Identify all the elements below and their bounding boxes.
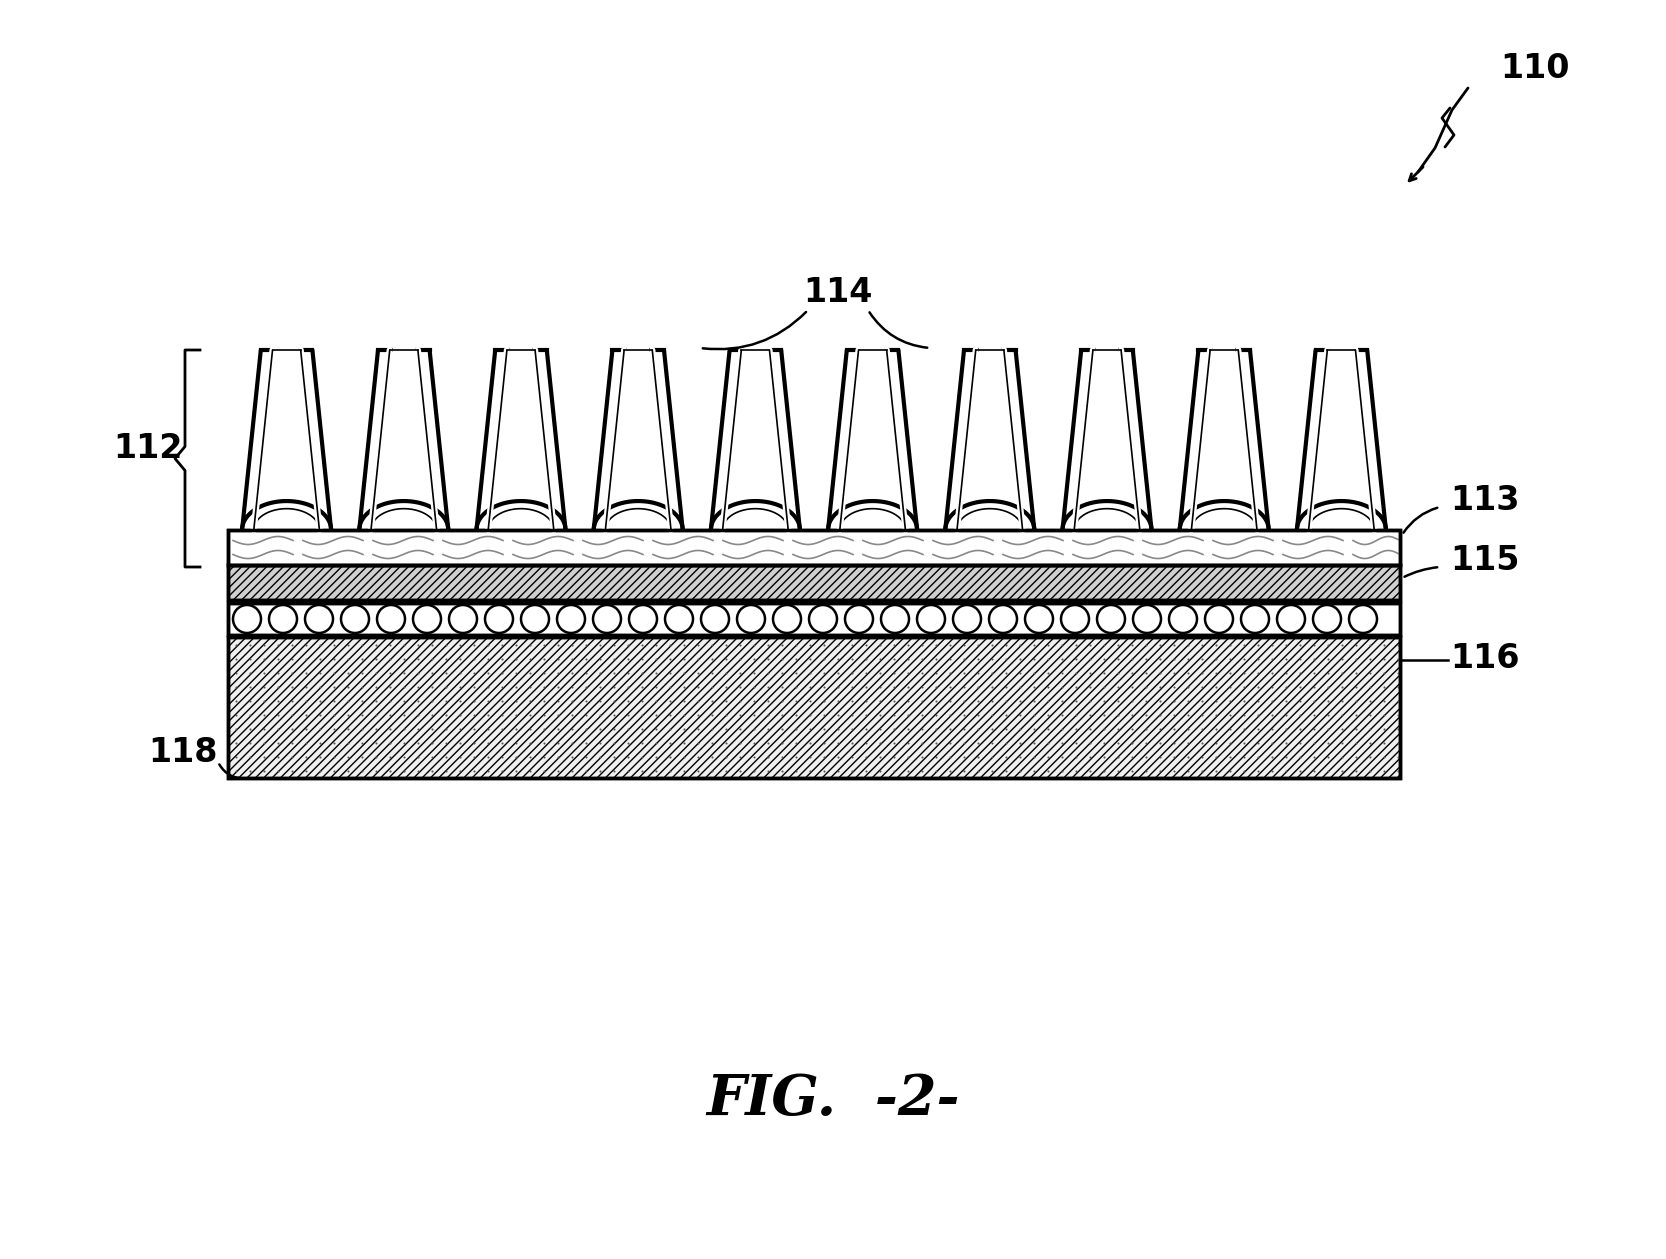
Bar [228, 603, 1399, 635]
Circle shape [1096, 606, 1125, 633]
Circle shape [377, 606, 405, 633]
Circle shape [990, 606, 1016, 633]
Circle shape [1133, 606, 1161, 633]
Circle shape [413, 606, 441, 633]
Bar [228, 530, 1399, 565]
Circle shape [1313, 606, 1341, 633]
Text: 113: 113 [1449, 483, 1519, 516]
Bar [228, 565, 1399, 601]
Circle shape [845, 606, 873, 633]
Circle shape [450, 606, 476, 633]
Circle shape [233, 606, 262, 633]
Circle shape [810, 606, 836, 633]
Circle shape [1278, 606, 1304, 633]
FancyArrowPatch shape [703, 312, 806, 349]
Text: 112: 112 [113, 432, 183, 465]
Text: 115: 115 [1449, 544, 1519, 577]
Circle shape [953, 606, 981, 633]
FancyArrowPatch shape [1404, 568, 1438, 577]
Text: 118: 118 [148, 735, 218, 768]
Circle shape [1349, 606, 1378, 633]
Circle shape [1205, 606, 1233, 633]
Bar [228, 530, 1399, 565]
Text: 110: 110 [1499, 52, 1569, 84]
Circle shape [701, 606, 730, 633]
Circle shape [593, 606, 621, 633]
FancyArrowPatch shape [870, 312, 928, 347]
Circle shape [485, 606, 513, 633]
Circle shape [881, 606, 910, 633]
Text: 114: 114 [803, 276, 873, 308]
Circle shape [268, 606, 297, 633]
Circle shape [342, 606, 368, 633]
Text: FIG.  -2-: FIG. -2- [706, 1073, 960, 1128]
Circle shape [556, 606, 585, 633]
Circle shape [736, 606, 765, 633]
Circle shape [305, 606, 333, 633]
Bar [228, 565, 1399, 601]
Circle shape [1170, 606, 1196, 633]
Circle shape [665, 606, 693, 633]
Circle shape [630, 606, 656, 633]
Circle shape [916, 606, 945, 633]
Bar [228, 637, 1399, 778]
Bar [228, 637, 1399, 778]
FancyArrowPatch shape [220, 764, 245, 778]
Text: 116: 116 [1449, 642, 1519, 675]
Bar [228, 565, 1399, 601]
Circle shape [1061, 606, 1090, 633]
Circle shape [773, 606, 801, 633]
Bar [228, 637, 1399, 778]
Circle shape [521, 606, 550, 633]
Bar [228, 603, 1399, 635]
Circle shape [1241, 606, 1269, 633]
Circle shape [1025, 606, 1053, 633]
FancyArrowPatch shape [1403, 507, 1438, 533]
